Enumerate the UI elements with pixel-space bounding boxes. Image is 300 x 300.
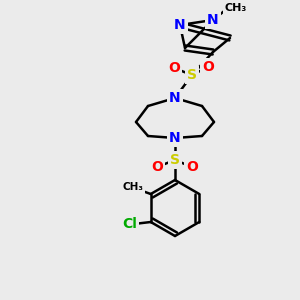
Text: N: N [174,18,186,32]
Text: N: N [169,131,181,145]
Text: Cl: Cl [122,217,137,231]
Text: O: O [151,160,163,174]
Text: O: O [186,160,198,174]
Text: O: O [202,60,214,74]
Text: S: S [170,153,180,167]
Text: CH₃: CH₃ [225,3,247,13]
Text: S: S [187,68,197,82]
Text: N: N [207,13,219,27]
Text: CH₃: CH₃ [122,182,143,192]
Text: N: N [169,91,181,105]
Text: O: O [168,61,180,75]
